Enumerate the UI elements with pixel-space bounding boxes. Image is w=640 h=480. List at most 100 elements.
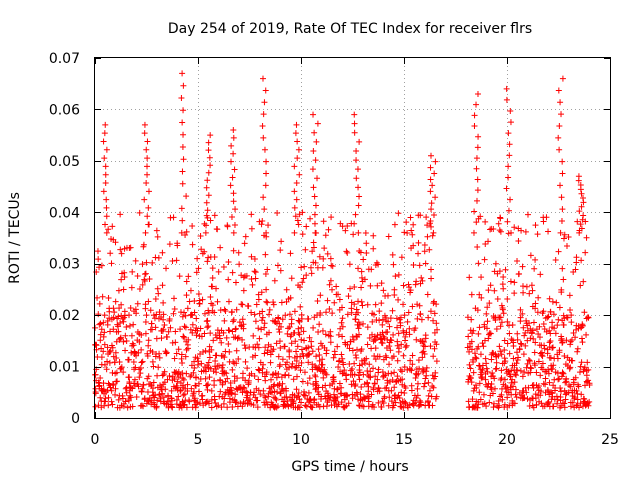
data-point	[122, 347, 129, 354]
data-point	[104, 358, 111, 365]
data-point	[109, 380, 116, 387]
data-point	[388, 398, 395, 405]
data-point	[166, 241, 173, 248]
data-point	[105, 226, 112, 233]
data-point	[218, 404, 225, 411]
data-point	[335, 331, 342, 338]
data-point	[477, 396, 484, 403]
data-point	[339, 333, 346, 340]
data-point	[547, 330, 554, 337]
data-point	[501, 346, 508, 353]
data-point	[239, 336, 246, 343]
data-point	[248, 309, 255, 316]
data-point	[505, 130, 512, 137]
data-point	[207, 217, 214, 224]
data-point	[145, 298, 152, 305]
data-point	[569, 399, 576, 406]
data-point	[355, 202, 362, 209]
data-point	[120, 318, 127, 325]
data-point	[319, 327, 326, 334]
data-point	[113, 369, 120, 376]
data-point	[155, 364, 162, 371]
data-point	[129, 268, 136, 275]
data-point	[261, 320, 268, 327]
data-point	[201, 330, 208, 337]
data-point	[284, 330, 291, 337]
data-point	[568, 319, 575, 326]
data-point	[101, 329, 108, 336]
data-point	[109, 223, 116, 230]
data-point	[374, 282, 381, 289]
data-point	[191, 309, 198, 316]
data-point	[545, 370, 552, 377]
data-point	[160, 316, 167, 323]
data-point	[558, 335, 565, 342]
data-point	[293, 196, 300, 203]
data-point	[192, 404, 199, 411]
data-point	[380, 287, 387, 294]
data-point	[367, 374, 374, 381]
data-point	[153, 311, 160, 318]
data-point	[109, 344, 116, 351]
data-point	[262, 251, 269, 258]
data-point	[207, 330, 214, 337]
data-point	[490, 400, 497, 407]
data-point	[136, 338, 143, 345]
data-point	[527, 335, 534, 342]
data-point	[559, 265, 566, 272]
data-point	[358, 346, 365, 353]
data-point	[471, 112, 478, 119]
data-point	[150, 385, 157, 392]
data-point	[295, 389, 302, 396]
data-point	[264, 299, 271, 306]
data-point	[414, 392, 421, 399]
data-point	[361, 276, 368, 283]
data-point	[293, 373, 300, 380]
x-tick-label: 10	[292, 432, 310, 448]
data-point	[260, 194, 267, 201]
data-point	[225, 340, 232, 347]
data-point	[282, 371, 289, 378]
data-point	[407, 214, 414, 221]
data-point	[220, 263, 227, 270]
data-point	[293, 386, 300, 393]
data-point	[583, 234, 590, 241]
data-point	[291, 308, 298, 315]
data-point	[240, 321, 247, 328]
data-point	[225, 276, 232, 283]
data-point	[362, 230, 369, 237]
data-point	[201, 248, 208, 255]
data-point	[513, 394, 520, 401]
data-point	[259, 75, 266, 82]
data-point	[398, 254, 405, 261]
data-point	[103, 213, 110, 220]
data-point	[491, 385, 498, 392]
y-tick-label: 0.01	[49, 360, 80, 376]
data-point	[421, 338, 428, 345]
data-point	[398, 341, 405, 348]
data-point	[503, 185, 510, 192]
data-point	[298, 324, 305, 331]
data-point	[96, 300, 103, 307]
data-point	[500, 310, 507, 317]
data-point	[467, 375, 474, 382]
data-point	[327, 333, 334, 340]
data-point	[99, 293, 106, 300]
data-point	[355, 229, 362, 236]
data-point	[476, 380, 483, 387]
data-point	[508, 379, 515, 386]
data-point	[217, 388, 224, 395]
data-point	[95, 256, 102, 263]
data-point	[478, 274, 485, 281]
data-point	[211, 253, 218, 260]
data-point	[578, 391, 585, 398]
data-point	[372, 373, 379, 380]
data-point	[319, 361, 326, 368]
data-point	[350, 231, 357, 238]
data-point	[156, 309, 163, 316]
data-point	[475, 343, 482, 350]
data-point	[203, 222, 210, 229]
data-point	[150, 363, 157, 370]
data-point	[288, 340, 295, 347]
data-point	[489, 369, 496, 376]
